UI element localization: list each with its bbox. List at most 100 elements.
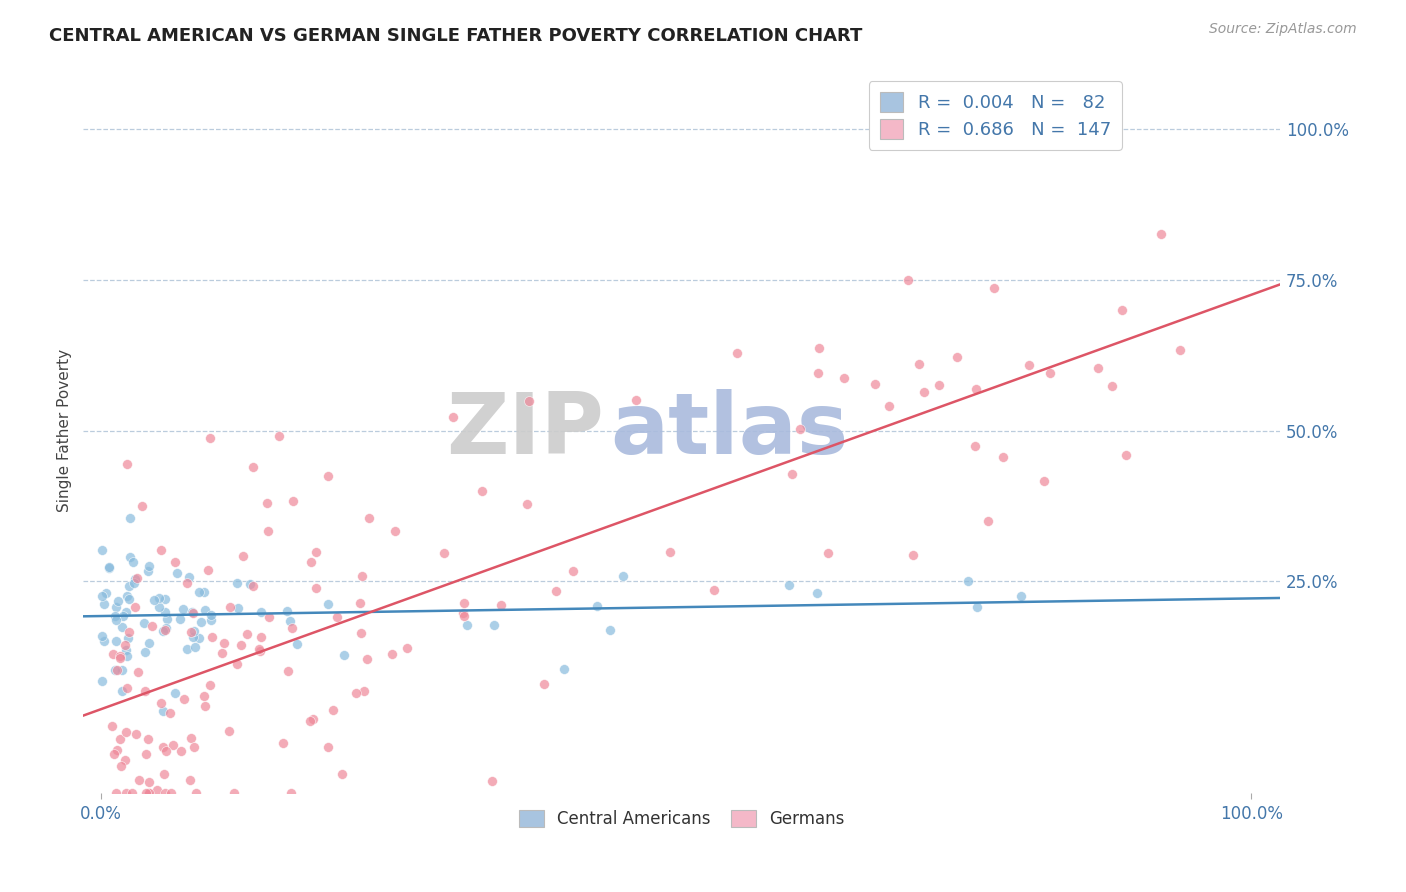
Point: [148, 599, 170, 614]
Point: [155, 623, 177, 637]
Point: [703, 582, 725, 597]
Point: [356, 652, 378, 666]
Point: [186, 786, 208, 800]
Point: [225, 657, 247, 671]
Point: [138, 635, 160, 649]
Point: [183, 624, 205, 639]
Point: [96, 585, 118, 599]
Point: [150, 543, 173, 558]
Point: [100, 719, 122, 733]
Point: [97, 560, 120, 574]
Point: [197, 563, 219, 577]
Point: [193, 689, 215, 703]
Point: [353, 684, 375, 698]
Point: [1039, 367, 1062, 381]
Point: [134, 684, 156, 698]
Point: [533, 677, 555, 691]
Point: [166, 566, 188, 580]
Point: [103, 609, 125, 624]
Point: [599, 624, 621, 638]
Point: [1150, 227, 1173, 241]
Point: [91, 674, 114, 689]
Point: [128, 772, 150, 787]
Point: [160, 786, 183, 800]
Point: [155, 621, 177, 635]
Point: [441, 409, 464, 424]
Point: [200, 431, 222, 445]
Point: [834, 371, 856, 385]
Point: [242, 460, 264, 475]
Point: [516, 497, 538, 511]
Point: [104, 633, 127, 648]
Point: [384, 524, 406, 539]
Point: [117, 579, 139, 593]
Point: [977, 514, 1000, 528]
Point: [173, 692, 195, 706]
Point: [155, 605, 177, 619]
Point: [562, 564, 585, 578]
Point: [778, 578, 800, 592]
Point: [257, 610, 280, 624]
Point: [194, 699, 217, 714]
Point: [172, 602, 194, 616]
Point: [232, 549, 254, 563]
Point: [120, 510, 142, 524]
Point: [225, 576, 247, 591]
Point: [1168, 343, 1191, 357]
Point: [256, 496, 278, 510]
Point: [169, 612, 191, 626]
Point: [222, 786, 245, 800]
Point: [330, 767, 353, 781]
Point: [316, 468, 339, 483]
Point: [299, 714, 322, 729]
Point: [249, 644, 271, 658]
Point: [344, 686, 367, 700]
Point: [117, 681, 139, 695]
Point: [945, 351, 967, 365]
Point: [214, 635, 236, 649]
Point: [211, 646, 233, 660]
Point: [152, 704, 174, 718]
Point: [484, 618, 506, 632]
Point: [152, 740, 174, 755]
Point: [966, 599, 988, 614]
Point: [101, 648, 124, 662]
Point: [114, 754, 136, 768]
Point: [134, 645, 156, 659]
Point: [1101, 378, 1123, 392]
Point: [1115, 448, 1137, 462]
Point: [105, 663, 128, 677]
Point: [135, 786, 157, 800]
Point: [219, 600, 242, 615]
Point: [91, 589, 114, 603]
Point: [471, 484, 494, 499]
Point: [381, 647, 404, 661]
Point: [105, 743, 128, 757]
Point: [93, 597, 115, 611]
Point: [1033, 474, 1056, 488]
Point: [278, 614, 301, 628]
Point: [104, 663, 127, 677]
Point: [780, 467, 803, 481]
Point: [111, 620, 134, 634]
Point: [162, 739, 184, 753]
Point: [789, 422, 811, 436]
Point: [148, 591, 170, 605]
Point: [149, 696, 172, 710]
Point: [806, 367, 828, 381]
Point: [553, 662, 575, 676]
Point: [956, 574, 979, 589]
Point: [299, 556, 322, 570]
Point: [901, 548, 924, 562]
Point: [247, 642, 270, 657]
Point: [132, 615, 155, 630]
Point: [1087, 360, 1109, 375]
Point: [184, 640, 207, 655]
Point: [322, 703, 344, 717]
Point: [236, 626, 259, 640]
Point: [183, 631, 205, 645]
Point: [194, 603, 217, 617]
Point: [115, 643, 138, 657]
Point: [239, 576, 262, 591]
Point: [125, 571, 148, 585]
